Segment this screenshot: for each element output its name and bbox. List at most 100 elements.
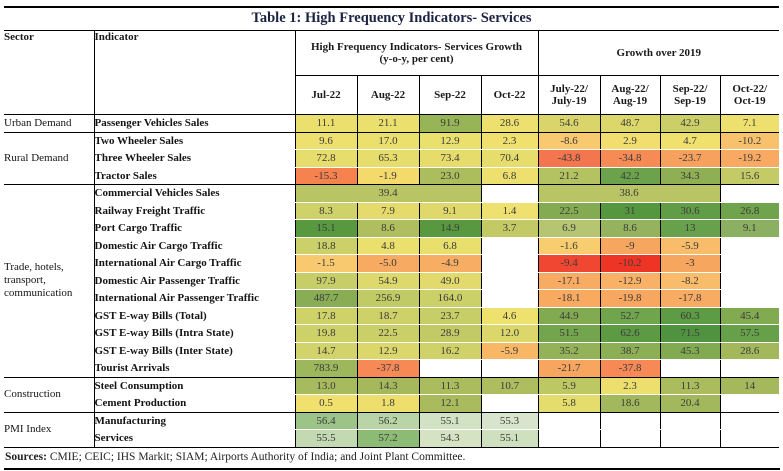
data-cell: 9.6 bbox=[294, 132, 357, 150]
indicator-label: Steel Consumption bbox=[94, 377, 296, 395]
data-cell: 55.3 bbox=[480, 412, 539, 430]
data-cell: 72.8 bbox=[294, 149, 357, 168]
table-row: Construction Steel Consumption 13.0 14.3 11.… bbox=[4, 377, 780, 413]
data-cell-empty bbox=[719, 429, 780, 448]
data-cell: -10.2 bbox=[599, 254, 661, 273]
header-row-groups: Sector Indicator High Frequency Indicato… bbox=[4, 31, 780, 115]
data-cell: 62.6 bbox=[599, 324, 661, 343]
data-cell-empty bbox=[719, 237, 780, 255]
data-cell: 19.8 bbox=[294, 324, 357, 343]
data-cell: 54.3 bbox=[418, 429, 481, 448]
table-row: Rural Demand Two Wheeler Sales 9.6 17.0 12.9… bbox=[4, 132, 780, 185]
data-cell: 71.5 bbox=[659, 324, 721, 343]
col-header-indicator: Indicator bbox=[94, 31, 296, 115]
data-cell: 54.9 bbox=[356, 272, 419, 290]
data-cell: 15.1 bbox=[294, 219, 357, 238]
data-cell: 42.2 bbox=[599, 167, 661, 185]
data-cell: 13 bbox=[659, 219, 721, 238]
data-cell: -17.8 bbox=[659, 289, 721, 308]
data-cell: 3.7 bbox=[480, 219, 539, 238]
data-cell: 256.9 bbox=[356, 289, 419, 308]
data-cell: 11.3 bbox=[418, 377, 481, 395]
data-cell: -19.2 bbox=[719, 149, 780, 168]
data-cell: 14.9 bbox=[418, 219, 481, 238]
data-cell: 73.4 bbox=[418, 149, 481, 168]
data-cell: 49.0 bbox=[418, 272, 481, 290]
data-cell: -5.9 bbox=[659, 237, 721, 255]
data-cell: 35.2 bbox=[537, 342, 601, 360]
data-cell: 54.6 bbox=[537, 114, 601, 133]
data-cell: 28.6 bbox=[719, 342, 780, 360]
data-cell: -10.2 bbox=[719, 132, 780, 150]
sources-label: Sources: bbox=[5, 450, 47, 463]
col-header-month-3: Oct-22 bbox=[480, 75, 539, 115]
data-cell: 10.7 bbox=[480, 377, 539, 395]
data-cell: 17.8 bbox=[294, 307, 357, 325]
col-header-month-1: Aug-22 bbox=[356, 75, 419, 115]
data-cell: 13.0 bbox=[294, 377, 357, 395]
data-cell: 57.2 bbox=[356, 429, 419, 448]
indicator-label: Manufacturing bbox=[94, 412, 296, 430]
indicator-label: GST E-way Bills (Intra State) bbox=[94, 324, 296, 343]
col-header-month-7: Oct-22/ Oct-19 bbox=[719, 75, 780, 115]
indicator-label: Railway Freight Traffic bbox=[94, 202, 296, 220]
data-cell-empty bbox=[719, 289, 780, 308]
sources-note: Sources: CMIE; CEIC; IHS Markit; SIAM; A… bbox=[4, 448, 780, 470]
data-cell: 52.7 bbox=[599, 307, 661, 325]
data-cell: 6.9 bbox=[537, 219, 601, 238]
sector-label: PMI Index bbox=[4, 412, 95, 448]
table-row: GST E-way Bills (Total) 17.8 18.7 23.7 4.6 44… bbox=[4, 307, 780, 325]
data-cell: -37.8 bbox=[356, 359, 419, 378]
data-cell: 48.7 bbox=[599, 114, 661, 133]
data-cell: 45.4 bbox=[719, 307, 780, 325]
data-cell: 11.1 bbox=[294, 114, 357, 133]
data-cell: 164.0 bbox=[418, 289, 481, 308]
data-cell: -5.0 bbox=[356, 254, 419, 273]
data-cell: 12.1 bbox=[418, 394, 481, 413]
sources-text: CMIE; CEIC; IHS Markit; SIAM; Airports A… bbox=[46, 450, 466, 463]
data-cell: 4.8 bbox=[356, 237, 419, 255]
indicator-label: International Air Passenger Traffic bbox=[94, 289, 296, 308]
data-cell-empty bbox=[599, 412, 661, 430]
table-row: Three Wheeler Sales 72.8 65.3 73.4 70.4 -43.8… bbox=[4, 149, 780, 168]
data-cell: 55.1 bbox=[480, 429, 539, 448]
data-cell: 22.5 bbox=[356, 324, 419, 343]
data-cell: -8.2 bbox=[659, 272, 721, 290]
data-cell: 39.4 bbox=[294, 184, 481, 203]
table-row: Tractor Sales -15.3 -1.9 23.0 6.8 21.2 42.2 34.… bbox=[4, 167, 780, 185]
data-cell: 44.9 bbox=[537, 307, 601, 325]
data-cell-empty bbox=[719, 412, 780, 430]
data-cell-empty bbox=[659, 412, 721, 430]
data-cell: 2.3 bbox=[599, 377, 661, 395]
data-cell: 9.1 bbox=[719, 219, 780, 238]
data-cell: 60.3 bbox=[659, 307, 721, 325]
indicator-label: Passenger Vehicles Sales bbox=[94, 114, 296, 133]
table-row: Urban Demand Passenger Vehicles Sales 11.1… bbox=[4, 114, 780, 133]
col-group-growth-over-2019: Growth over 2019 bbox=[537, 31, 780, 76]
data-cell: 26.8 bbox=[719, 202, 780, 220]
indicator-label: Commercial Vehicles Sales bbox=[94, 184, 296, 203]
data-cell-empty bbox=[659, 429, 721, 448]
data-cell: 1.4 bbox=[480, 202, 539, 220]
data-cell: 5.8 bbox=[537, 394, 601, 413]
sector-label: Trade, hotels, transport, communication bbox=[4, 184, 95, 378]
data-cell-empty bbox=[418, 359, 481, 378]
table-row: GST E-way Bills (Intra State) 19.8 22.5 28.… bbox=[4, 324, 780, 343]
data-cell-empty bbox=[719, 254, 780, 273]
header-row-months: Jul-22 Aug-22 Sep-22 Oct-22 July-22/ July-19… bbox=[4, 75, 780, 115]
col-header-month-5: Aug-22/ Aug-19 bbox=[599, 75, 661, 115]
data-cell-empty bbox=[719, 272, 780, 290]
indicator-label: GST E-way Bills (Inter State) bbox=[94, 342, 296, 360]
col-group-yoy-growth: High Frequency Indicators- Services Grow… bbox=[294, 31, 539, 76]
data-cell: 2.3 bbox=[480, 132, 539, 150]
table-row: Services 55.5 57.2 54.3 55.1 bbox=[4, 429, 780, 448]
data-cell-empty bbox=[719, 359, 780, 378]
table-row: Domestic Air Passenger Traffic 97.9 54.9 49… bbox=[4, 272, 780, 290]
indicator-label: Three Wheeler Sales bbox=[94, 149, 296, 168]
data-cell: 57.5 bbox=[719, 324, 780, 343]
data-cell: 18.8 bbox=[294, 237, 357, 255]
indicator-label: Domestic Air Cargo Traffic bbox=[94, 237, 296, 255]
data-cell: 42.9 bbox=[659, 114, 721, 133]
indicator-label: Cement Production bbox=[94, 394, 296, 413]
col-header-month-2: Sep-22 bbox=[418, 75, 481, 115]
